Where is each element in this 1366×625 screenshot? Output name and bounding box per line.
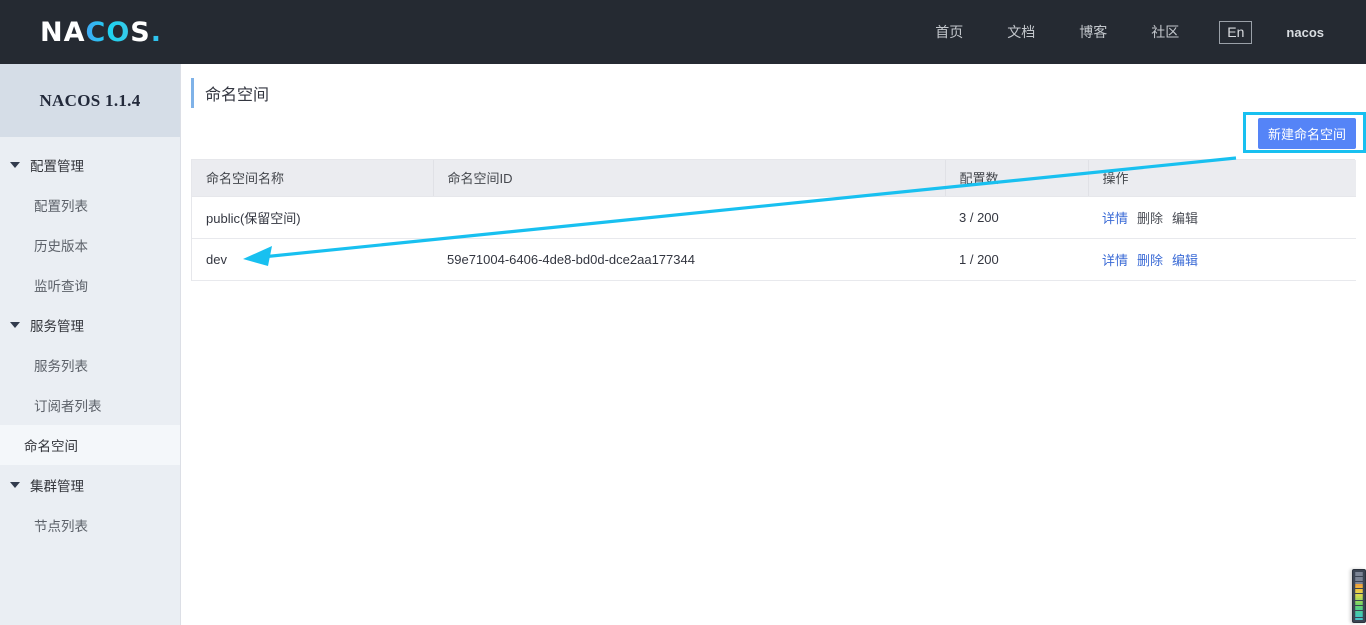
column-header-operations: 操作 xyxy=(1088,160,1356,197)
namespace-table-container: 命名空间名称 命名空间ID 配置数 操作 public(保留空间) 3 / 20… xyxy=(191,159,1356,281)
sidebar: NACOS 1.1.4 配置管理 配置列表 历史版本 监听查询 服务管理 服务列… xyxy=(0,64,181,625)
meter-segment xyxy=(1355,608,1363,611)
table-header-row: 命名空间名称 命名空间ID 配置数 操作 xyxy=(192,160,1356,197)
detail-link[interactable]: 详情 xyxy=(1102,252,1129,268)
chevron-down-icon xyxy=(10,482,20,488)
sidebar-item-subscriber-list[interactable]: 订阅者列表 xyxy=(0,385,180,425)
nav-community[interactable]: 社区 xyxy=(1151,24,1180,40)
sidebar-item-label: 订阅者列表 xyxy=(34,399,102,414)
meter-segment xyxy=(1355,581,1363,584)
sidebar-item-label: 节点列表 xyxy=(34,519,88,534)
meter-segment xyxy=(1355,600,1363,603)
sidebar-group-service-management[interactable]: 服务管理 xyxy=(0,305,180,345)
sidebar-group-cluster-management[interactable]: 集群管理 xyxy=(0,465,180,505)
detail-link[interactable]: 详情 xyxy=(1102,210,1129,226)
top-nav-links: 首页 文档 博客 社区 En nacos xyxy=(913,0,1366,64)
edit-link[interactable]: 编辑 xyxy=(1172,252,1199,268)
nav-blog[interactable]: 博客 xyxy=(1079,24,1108,40)
cell-operations: 详情 删除 编辑 xyxy=(1088,196,1356,239)
sidebar-item-listener-query[interactable]: 监听查询 xyxy=(0,265,180,305)
meter-segment xyxy=(1355,591,1363,594)
logo-text-na: NA xyxy=(40,16,86,48)
meter-segment xyxy=(1355,603,1363,606)
sidebar-menu: 配置管理 配置列表 历史版本 监听查询 服务管理 服务列表 订阅者列表 xyxy=(0,137,180,545)
table-row: dev 59e71004-6406-4de8-bd0d-dce2aa177344… xyxy=(192,238,1356,281)
meter-segment xyxy=(1355,615,1363,618)
namespace-table: 命名空间名称 命名空间ID 配置数 操作 public(保留空间) 3 / 20… xyxy=(192,160,1356,281)
meter-segment xyxy=(1355,612,1363,615)
logo-text-co: CO xyxy=(85,16,131,48)
table-body: public(保留空间) 3 / 200 详情 删除 编辑 dev 59e71004… xyxy=(192,196,1356,281)
delete-link[interactable]: 删除 xyxy=(1137,210,1164,226)
sidebar-group-config-management[interactable]: 配置管理 xyxy=(0,145,180,185)
nav-docs[interactable]: 文档 xyxy=(1007,24,1036,40)
meter-segment xyxy=(1355,574,1363,577)
meter-segment xyxy=(1355,584,1363,587)
cell-operations: 详情 删除 编辑 xyxy=(1088,238,1356,281)
sidebar-group-label: 集群管理 xyxy=(30,479,84,494)
meter-segment xyxy=(1355,579,1363,582)
language-switch-button[interactable]: En xyxy=(1219,20,1253,44)
chevron-down-icon xyxy=(10,322,20,328)
page-title: 命名空间 xyxy=(205,87,270,104)
cell-namespace-id: 59e71004-6406-4de8-bd0d-dce2aa177344 xyxy=(433,238,945,281)
table-row: public(保留空间) 3 / 200 详情 删除 编辑 xyxy=(192,196,1356,239)
meter-segment xyxy=(1355,596,1363,599)
nav-home[interactable]: 首页 xyxy=(935,24,964,40)
cell-namespace-name: dev xyxy=(192,238,433,281)
page-title-container: 命名空间 xyxy=(191,78,269,108)
sidebar-item-namespace[interactable]: 命名空间 xyxy=(0,425,180,465)
cell-config-count: 3 / 200 xyxy=(945,196,1088,239)
nacos-logo[interactable]: NA CO S. xyxy=(40,17,161,48)
sidebar-item-node-list[interactable]: 节点列表 xyxy=(0,505,180,545)
edit-link[interactable]: 编辑 xyxy=(1172,210,1199,226)
sidebar-item-label: 历史版本 xyxy=(34,239,88,254)
level-meter-widget[interactable] xyxy=(1352,569,1366,623)
main-content: 命名空间 新建命名空间 命名空间名称 命名空间ID 配置数 操作 xyxy=(182,64,1366,625)
meter-segment xyxy=(1355,588,1363,591)
sidebar-item-label: 命名空间 xyxy=(24,439,78,454)
meter-segment xyxy=(1355,593,1363,596)
user-menu[interactable]: nacos xyxy=(1286,24,1324,40)
chevron-down-icon xyxy=(10,162,20,168)
logo-text-s: S xyxy=(130,16,151,48)
column-header-namespace-name: 命名空间名称 xyxy=(192,160,434,197)
meter-segment xyxy=(1355,617,1363,620)
logo-dot: . xyxy=(150,16,161,48)
sidebar-version-title: NACOS 1.1.4 xyxy=(0,64,180,137)
table-header: 命名空间名称 命名空间ID 配置数 操作 xyxy=(192,160,1356,197)
top-navigation-bar: NA CO S. 首页 文档 博客 社区 En nacos xyxy=(0,0,1366,64)
meter-segment xyxy=(1355,586,1363,589)
meter-segment xyxy=(1355,598,1363,601)
sidebar-item-config-list[interactable]: 配置列表 xyxy=(0,185,180,225)
meter-segment xyxy=(1355,605,1363,608)
sidebar-item-service-list[interactable]: 服务列表 xyxy=(0,345,180,385)
cell-namespace-id xyxy=(433,196,945,239)
meter-segment xyxy=(1355,576,1363,579)
meter-segment xyxy=(1355,610,1363,613)
sidebar-item-label: 监听查询 xyxy=(34,279,88,294)
column-header-namespace-id: 命名空间ID xyxy=(433,160,946,197)
sidebar-item-history-versions[interactable]: 历史版本 xyxy=(0,225,180,265)
title-accent-bar xyxy=(191,78,194,108)
sidebar-group-label: 服务管理 xyxy=(30,319,84,334)
meter-segment xyxy=(1355,572,1363,574)
cell-config-count: 1 / 200 xyxy=(945,238,1088,281)
delete-link[interactable]: 删除 xyxy=(1137,252,1164,268)
sidebar-group-label: 配置管理 xyxy=(30,159,84,174)
sidebar-item-label: 服务列表 xyxy=(34,359,88,374)
sidebar-item-label: 配置列表 xyxy=(34,199,88,214)
cell-namespace-name: public(保留空间) xyxy=(192,196,433,239)
column-header-config-count: 配置数 xyxy=(945,160,1089,197)
create-namespace-button[interactable]: 新建命名空间 xyxy=(1258,118,1356,149)
